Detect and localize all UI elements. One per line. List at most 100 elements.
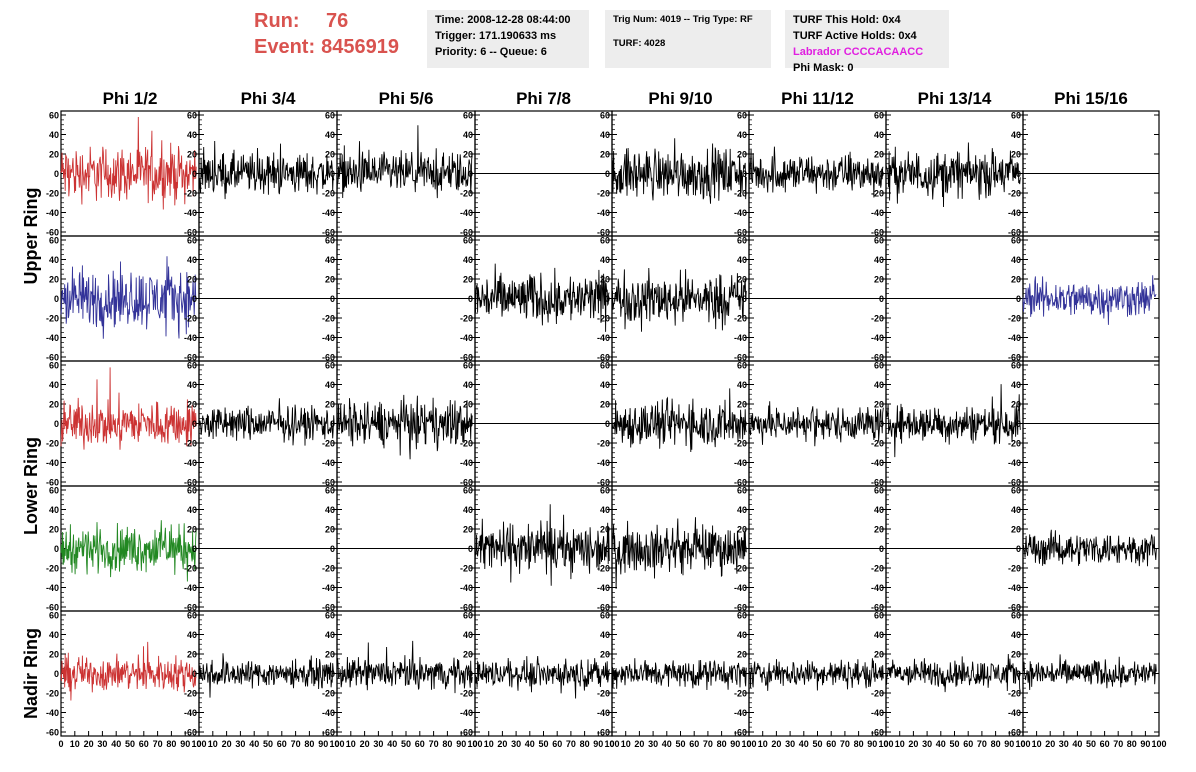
x-tick-label: 10 (1032, 739, 1042, 749)
y-tick-label: 40 (463, 255, 473, 265)
y-tick-label: -60 (460, 478, 473, 488)
y-tick-label: 60 (187, 111, 197, 121)
y-tick-label: -60 (734, 228, 747, 238)
y-tick-label: 40 (463, 130, 473, 140)
column-title: Phi 5/6 (379, 89, 434, 108)
y-tick-label: -40 (597, 583, 610, 593)
y-tick-label: 60 (737, 111, 747, 121)
trigger-text: Trigger: 171.190633 ms (435, 30, 557, 42)
y-tick-label: -60 (1008, 728, 1021, 738)
y-tick-label: -20 (734, 314, 747, 324)
y-tick-label: -20 (460, 564, 473, 574)
y-tick-label: 40 (737, 130, 747, 140)
x-tick-label: 50 (812, 739, 822, 749)
x-tick-label: 70 (429, 739, 439, 749)
y-tick-label: 0 (742, 669, 747, 679)
y-tick-label: 20 (1011, 150, 1021, 160)
x-tick-label: 90 (1004, 739, 1014, 749)
x-tick-label: 60 (277, 739, 287, 749)
y-tick-label: -20 (184, 189, 197, 199)
y-tick-label: 20 (874, 525, 884, 535)
y-tick-label: 60 (1011, 111, 1021, 121)
y-tick-label: 40 (325, 255, 335, 265)
x-tick-label: 50 (401, 739, 411, 749)
y-tick-label: -40 (460, 708, 473, 718)
x-tick-label: 60 (689, 739, 699, 749)
y-tick-label: 0 (879, 419, 884, 429)
y-tick-label: 40 (1011, 630, 1021, 640)
waveform-trace (60, 520, 197, 582)
y-tick-label: -40 (871, 333, 884, 343)
x-tick-label: 70 (291, 739, 301, 749)
y-tick-label: 60 (874, 236, 884, 246)
y-tick-label: 20 (325, 150, 335, 160)
y-tick-label: 60 (1011, 236, 1021, 246)
x-tick-label: 30 (511, 739, 521, 749)
x-tick-label: 70 (977, 739, 987, 749)
y-tick-label: -60 (597, 353, 610, 363)
y-tick-label: 20 (463, 275, 473, 285)
y-tick-label: -60 (734, 603, 747, 613)
y-tick-label: -40 (597, 208, 610, 218)
y-tick-label: -40 (597, 708, 610, 718)
x-tick-label: 40 (936, 739, 946, 749)
column-title: Phi 7/8 (516, 89, 571, 108)
y-tick-label: -40 (734, 458, 747, 468)
y-tick-label: 0 (1016, 419, 1021, 429)
y-tick-label: 0 (605, 294, 610, 304)
x-tick-label: 50 (1086, 739, 1096, 749)
x-tick-label: 40 (799, 739, 809, 749)
y-tick-label: 0 (742, 419, 747, 429)
y-tick-label: 0 (879, 544, 884, 554)
y-tick-label: 20 (49, 150, 59, 160)
x-tick-label: 90 (1140, 739, 1150, 749)
y-tick-label: -40 (460, 333, 473, 343)
y-tick-label: 20 (325, 525, 335, 535)
y-tick-label: 20 (600, 650, 610, 660)
x-tick-label: 30 (373, 739, 383, 749)
y-tick-label: 20 (49, 650, 59, 660)
y-tick-label: -20 (871, 314, 884, 324)
y-tick-label: -40 (1008, 333, 1021, 343)
waveform-trace (611, 388, 747, 453)
y-tick-label: 60 (187, 611, 197, 621)
x-tick-label: 0 (609, 739, 614, 749)
y-tick-label: -20 (1008, 189, 1021, 199)
x-tick-label: 60 (963, 739, 973, 749)
waveform-trace (748, 401, 884, 447)
y-tick-label: 40 (187, 380, 197, 390)
waveform-trace (60, 641, 197, 701)
y-tick-label: -20 (322, 189, 335, 199)
y-tick-label: 0 (330, 544, 335, 554)
y-tick-label: 60 (325, 611, 335, 621)
waveform-trace (474, 263, 610, 332)
y-tick-label: -20 (184, 564, 197, 574)
y-tick-label: 60 (874, 611, 884, 621)
y-tick-label: 60 (1011, 611, 1021, 621)
x-tick-label: 0 (1020, 739, 1025, 749)
y-tick-label: -20 (1008, 564, 1021, 574)
y-tick-label: -40 (322, 583, 335, 593)
y-tick-label: -20 (1008, 314, 1021, 324)
x-tick-label: 80 (304, 739, 314, 749)
y-tick-label: 0 (468, 419, 473, 429)
y-tick-label: -60 (184, 728, 197, 738)
column-title: Phi 15/16 (1054, 89, 1128, 108)
y-tick-label: 40 (187, 505, 197, 515)
y-tick-label: 20 (463, 150, 473, 160)
waveform-trace (198, 398, 335, 446)
y-tick-label: 40 (874, 130, 884, 140)
x-tick-label: 40 (1072, 739, 1082, 749)
y-tick-label: -40 (184, 708, 197, 718)
y-tick-label: 20 (463, 525, 473, 535)
y-tick-label: -60 (184, 228, 197, 238)
y-tick-label: 0 (605, 544, 610, 554)
y-tick-label: 60 (49, 611, 59, 621)
x-tick-label: 70 (566, 739, 576, 749)
x-tick-label: 10 (758, 739, 768, 749)
y-tick-label: -40 (871, 208, 884, 218)
y-tick-label: 40 (600, 505, 610, 515)
y-tick-label: -60 (46, 728, 59, 738)
y-tick-label: 40 (49, 380, 59, 390)
x-tick-label: 80 (1127, 739, 1137, 749)
